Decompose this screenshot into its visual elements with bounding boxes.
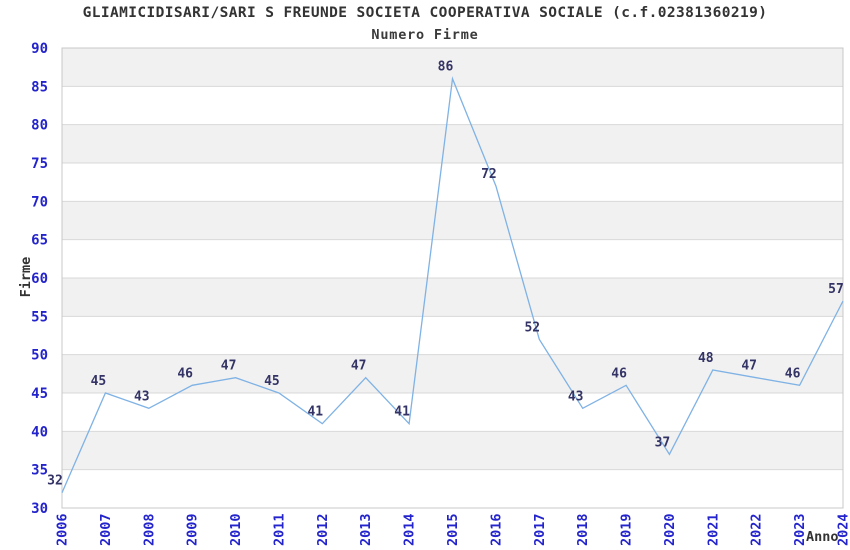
y-tick-label: 55 [31, 309, 48, 325]
y-tick-label: 70 [31, 194, 48, 210]
y-tick-label: 40 [31, 424, 48, 440]
x-tick-label: 2023 [792, 513, 808, 546]
data-point-label: 47 [741, 359, 757, 374]
x-tick-label: 2017 [532, 513, 548, 546]
x-tick-label: 2010 [228, 513, 244, 546]
data-line [61, 76, 844, 493]
data-point-label: 41 [307, 405, 323, 420]
data-point-label: 43 [568, 389, 584, 404]
x-tick-label: 2006 [55, 513, 71, 546]
x-tick-label: 2014 [402, 513, 418, 546]
data-point-label: 45 [91, 374, 107, 389]
x-axis-title: Anno [806, 529, 839, 545]
x-tick-label: 2018 [575, 513, 591, 546]
x-tick-label: 2016 [488, 513, 504, 546]
data-point-label: 46 [611, 366, 627, 381]
y-tick-label: 75 [31, 156, 48, 172]
y-tick-label: 30 [31, 501, 48, 517]
grid-band [62, 124, 843, 163]
x-tick-label: 2020 [662, 513, 678, 546]
data-point-label: 41 [394, 405, 410, 420]
y-tick-label: 35 [31, 463, 48, 479]
data-point-label: 37 [655, 435, 671, 450]
x-tick-label: 2008 [141, 513, 157, 546]
x-tick-label: 2013 [358, 513, 374, 546]
plot-border [61, 47, 844, 509]
x-tick-label: 2019 [619, 513, 635, 546]
y-tick-label: 65 [31, 233, 48, 249]
y-tick-label: 80 [31, 118, 48, 134]
data-point-label: 43 [134, 389, 150, 404]
data-point-label: 47 [351, 359, 367, 374]
grid-band [62, 201, 843, 240]
data-point-label: 48 [698, 351, 714, 366]
y-tick-label: 60 [31, 271, 48, 287]
y-tick-label: 50 [31, 348, 48, 364]
x-tick-label: 2021 [705, 513, 721, 546]
data-point-label: 45 [264, 374, 280, 389]
grid-band [62, 431, 843, 470]
x-tick-label: 2015 [445, 513, 461, 546]
y-tick-label: 90 [31, 41, 48, 57]
x-tick-label: 2009 [185, 513, 201, 546]
grid-band [62, 354, 843, 393]
data-point-label: 52 [524, 320, 540, 335]
data-point-label: 32 [47, 474, 63, 489]
data-point-label: 57 [828, 282, 844, 297]
data-point-label: 86 [438, 60, 454, 75]
x-tick-label: 2011 [271, 513, 287, 546]
chart-title: GLIAMICIDISARI/SARI S FREUNDE SOCIETA CO… [82, 5, 768, 21]
x-tick-label: 2012 [315, 513, 331, 546]
chart-subtitle: Numero Firme [371, 27, 479, 43]
x-tick-label: 2022 [749, 513, 765, 546]
x-tick-label: 2007 [98, 513, 114, 546]
y-tick-label: 45 [31, 386, 48, 402]
y-tick-label: 85 [31, 79, 48, 95]
x-tick-label: 2024 [836, 513, 850, 546]
data-point-label: 46 [177, 366, 193, 381]
data-point-label: 72 [481, 167, 497, 182]
grid-band [62, 278, 843, 317]
data-point-label: 46 [785, 366, 801, 381]
data-point-label: 47 [221, 359, 237, 374]
